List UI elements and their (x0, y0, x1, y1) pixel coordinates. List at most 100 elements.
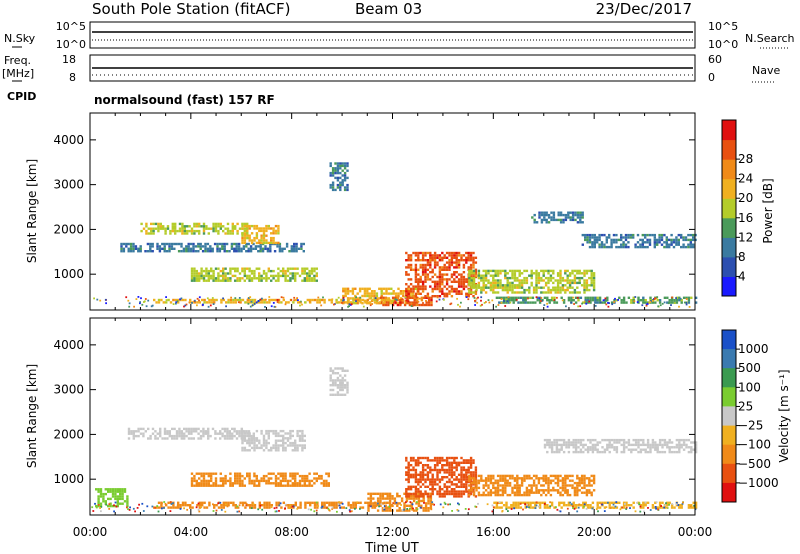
power-echo-cell (592, 279, 596, 282)
velocity-echo-cell (243, 449, 247, 452)
power-echo-cell (586, 236, 589, 239)
power-echo-cell (313, 274, 316, 278)
velocity-noise-cell (327, 507, 330, 510)
power-echo-cell (508, 288, 512, 292)
power-echo-cell (467, 259, 470, 262)
power-noise-cell (350, 303, 353, 306)
power-noise-cell (476, 301, 479, 304)
power-echo-cell (269, 245, 272, 248)
velocity-echo-cell (222, 504, 225, 507)
velocity-echo-cell (123, 500, 127, 503)
power-echo-cell (228, 250, 231, 253)
velocity-echo-cell (190, 430, 193, 433)
power-echo-cell (149, 250, 152, 253)
power-noise-cell (474, 300, 476, 302)
power-echo-cell (525, 288, 529, 292)
power-echo-cell (210, 227, 213, 230)
velocity-echo-cell (343, 374, 347, 377)
power-echo-cell (564, 218, 568, 222)
velocity-echo-cell (303, 434, 306, 438)
velocity-echo-cell (119, 490, 122, 493)
velocity-echo-cell (658, 504, 662, 507)
power-echo-cell (441, 283, 444, 286)
velocity-noise-cell (572, 505, 574, 508)
power-echo-cell (223, 245, 226, 248)
power-echo-cell (419, 280, 422, 283)
power-echo-cell (236, 277, 239, 280)
velocity-echo-cell (453, 471, 456, 474)
velocity-echo-cell (574, 506, 578, 509)
velocity-noise-cell (607, 501, 609, 504)
power-echo-cell (622, 236, 625, 239)
velocity-echo-cell (263, 501, 266, 504)
power-echo-cell (583, 274, 586, 277)
power-echo-cell (250, 232, 254, 235)
velocity-echo-cell (260, 432, 263, 435)
velocity-echo-cell (514, 504, 518, 507)
power-echo-cell (254, 247, 258, 250)
power-echo-cell (494, 284, 497, 287)
power-echo-cell (168, 245, 171, 248)
velocity-echo-cell (543, 506, 547, 509)
velocity-noise-cell (126, 506, 128, 509)
velocity-echo-cell (359, 501, 362, 504)
velocity-echo-cell (519, 506, 523, 509)
power-echo-cell (359, 301, 362, 304)
velocity-echo-cell (487, 491, 490, 494)
velocity-echo-cell (690, 446, 693, 449)
velocity-echo-cell (482, 486, 485, 490)
power-echo-cell (552, 281, 555, 285)
velocity-noise-cell (492, 506, 495, 509)
velocity-noise-cell (671, 503, 674, 505)
power-echo-cell (127, 247, 130, 250)
power-echo-cell (641, 245, 644, 249)
power-echo-cell (208, 301, 211, 304)
power-echo-cell (412, 285, 415, 288)
velocity-echo-cell (384, 497, 387, 500)
power-echo-cell (212, 229, 215, 233)
velocity-echo-cell (480, 474, 483, 478)
velocity-echo-cell (601, 438, 604, 442)
velocity-echo-cell (663, 443, 667, 447)
power-echo-cell (472, 263, 475, 267)
velocity-echo-cell (274, 449, 278, 452)
velocity-echo-cell (414, 476, 418, 479)
velocity-echo-cell (154, 437, 157, 440)
velocity-echo-cell (583, 474, 586, 478)
velocity-echo-cell (114, 492, 117, 496)
velocity-echo-cell (123, 490, 127, 493)
power-noise-cell (128, 302, 131, 305)
power-echo-cell (174, 298, 177, 302)
power-echo-cell (537, 272, 541, 275)
power-echo-cell (341, 169, 344, 172)
velocity-echo-cell (421, 471, 425, 474)
velocity-echo-cell (419, 492, 422, 496)
power-echo-cell (272, 236, 275, 240)
velocity-echo-cell (484, 477, 488, 480)
power-echo-cell (499, 281, 502, 285)
velocity-echo-cell (448, 468, 451, 472)
power-noise-cell (401, 298, 404, 300)
velocity-echo-cell (333, 506, 336, 509)
velocity-echo-cell (270, 449, 273, 452)
power-echo-cell (243, 229, 246, 233)
power-echo-cell (639, 243, 642, 246)
velocity-echo-cell (651, 446, 655, 449)
power-echo-cell (675, 236, 678, 239)
velocity-echo-cell (448, 456, 451, 460)
power-echo-cell (425, 301, 428, 304)
velocity-echo-cell (666, 446, 669, 449)
power-echo-cell (149, 242, 152, 246)
velocity-echo-cell (678, 506, 681, 509)
velocity-echo-cell (180, 437, 183, 440)
velocity-noise-cell (321, 505, 324, 508)
power-echo-cell (287, 301, 290, 304)
power-echo-cell (409, 294, 412, 298)
power-echo-cell (489, 281, 493, 285)
power-echo-cell (653, 236, 656, 239)
velocity-echo-cell (535, 489, 538, 492)
power-echo-cell (129, 242, 133, 246)
power-echo-cell (514, 296, 518, 299)
velocity-echo-cell (550, 504, 554, 507)
power-echo-cell (525, 281, 529, 285)
